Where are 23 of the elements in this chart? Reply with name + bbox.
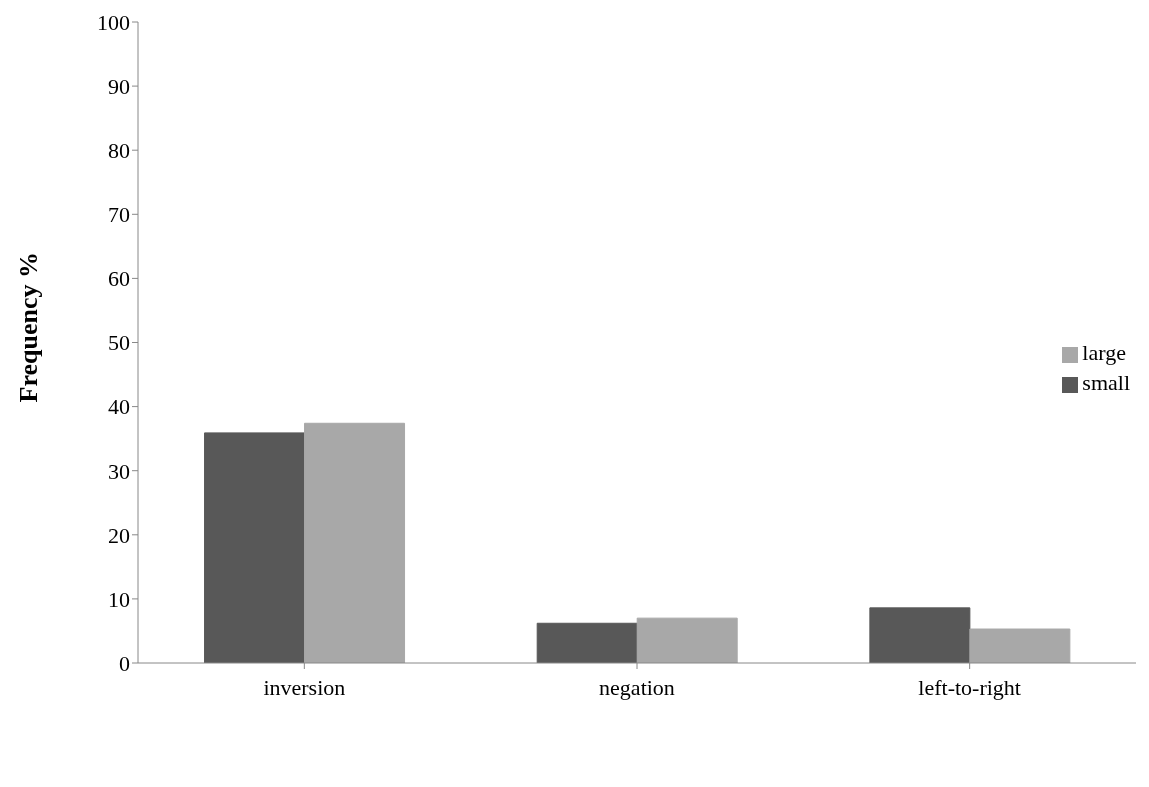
bar — [636, 617, 738, 663]
x-tick-label: left-to-right — [918, 674, 1021, 700]
x-tick-label: negation — [599, 674, 675, 700]
bar — [304, 422, 406, 663]
y-tick-label: 90 — [108, 73, 130, 99]
y-tick-label: 30 — [108, 458, 130, 484]
y-axis-title: Frequency % — [14, 252, 44, 403]
x-tick-label: inversion — [263, 674, 346, 700]
bar — [969, 628, 1071, 663]
y-tick-label: 40 — [108, 394, 130, 420]
y-tick-label: 80 — [108, 138, 130, 164]
y-tick-label: 60 — [108, 266, 130, 292]
y-tick-label: 100 — [97, 9, 130, 35]
y-tick-label: 50 — [108, 330, 130, 356]
y-tick-label: 0 — [119, 650, 130, 676]
legend-label: large — [1082, 340, 1126, 365]
y-tick-label: 20 — [108, 522, 130, 548]
bar — [869, 607, 971, 663]
bar — [204, 432, 306, 663]
legend-label: small — [1082, 370, 1130, 395]
bar — [536, 622, 638, 663]
y-tick-label: 70 — [108, 202, 130, 228]
y-tick-label: 10 — [108, 586, 130, 612]
